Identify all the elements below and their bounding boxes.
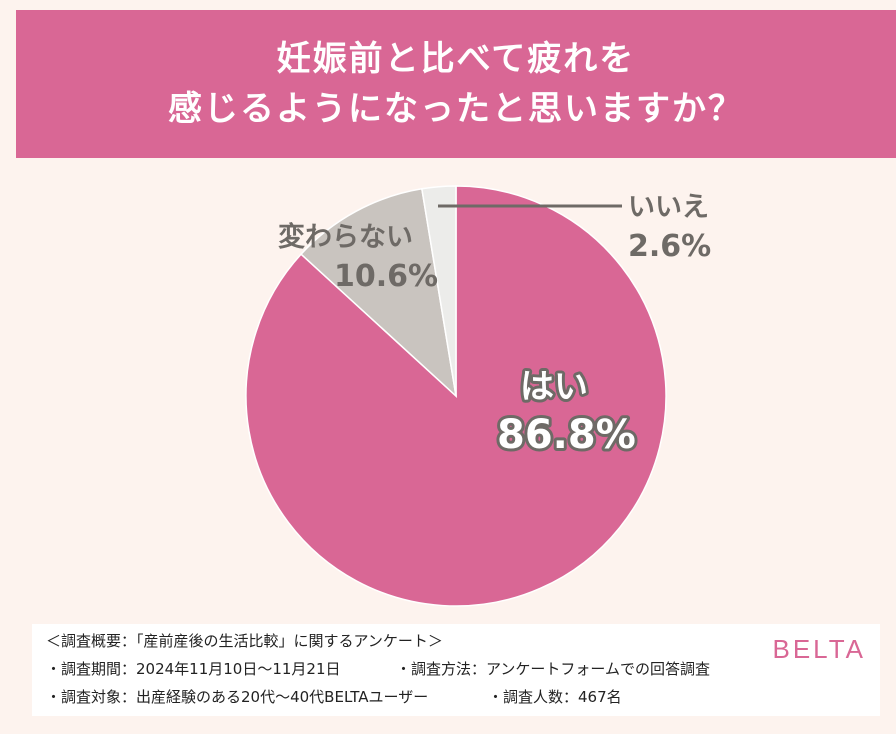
title-line-2: 感じるようになったと思いますか？ (168, 89, 744, 129)
survey-summary: ＜調査概要：「産前産後の生活比較」に関するアンケート＞ ・調査期間：2024年1… (32, 624, 880, 716)
survey-period: ・調査期間：2024年11月10日〜11月21日 (46, 660, 341, 678)
survey-target: ・調査対象：出産経験のある20代〜40代BELTAユーザー (46, 688, 429, 706)
slice-label-no: いいえ (628, 192, 709, 223)
survey-heading: ＜調査概要：「産前産後の生活比較」に関するアンケート＞ (46, 632, 443, 650)
belta-logo: BELTA (772, 634, 866, 664)
slice-no (420, 185, 457, 397)
slice-value-no: 2.6% (628, 229, 711, 264)
title-line-1: 妊娠前と比べて疲れを (276, 39, 636, 79)
slice-label-unchanged: 変わらない (278, 221, 413, 253)
slice-unchanged (300, 187, 458, 399)
slice-value-unchanged: 10.6% (334, 259, 438, 294)
slice-value-yes: 86.8% (497, 412, 636, 458)
pie-chart-area: いいえ 2.6% 変わらない 10.6% はい 86.8% (0, 158, 896, 618)
title-banner: 妊娠前と比べて疲れを 感じるようになったと思いますか？ (16, 10, 896, 158)
pie-chart: いいえ 2.6% 変わらない 10.6% はい 86.8% (245, 185, 711, 607)
survey-count: ・調査人数：467名 (488, 688, 622, 706)
slice-label-yes: はい (520, 367, 588, 407)
survey-method: ・調査方法：アンケートフォームでの回答調査 (396, 660, 710, 678)
